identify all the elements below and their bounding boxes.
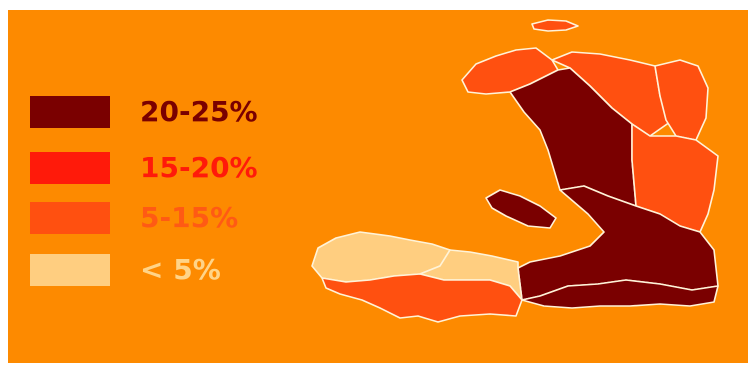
legend-item-15-20: 15-20% — [30, 151, 290, 184]
legend-label: 20-25% — [140, 95, 258, 128]
region-north-west — [461, 47, 559, 95]
region-gonave-island — [485, 189, 557, 229]
legend-swatch — [30, 254, 110, 286]
legend-label: 15-20% — [140, 151, 258, 184]
legend-swatch — [30, 152, 110, 184]
legend-label: 5-15% — [140, 201, 239, 234]
legend-item-20-25: 20-25% — [30, 95, 290, 128]
region-sud — [321, 273, 523, 323]
region-north-east — [654, 59, 709, 141]
region-sud-est — [521, 279, 719, 309]
legend-item-5-15: 5-15% — [30, 201, 290, 234]
region-tortuga-island — [531, 19, 579, 32]
legend-item-under-5: < 5% — [30, 253, 290, 286]
legend-swatch — [30, 202, 110, 234]
legend-swatch — [30, 96, 110, 128]
legend-label: < 5% — [140, 253, 221, 286]
